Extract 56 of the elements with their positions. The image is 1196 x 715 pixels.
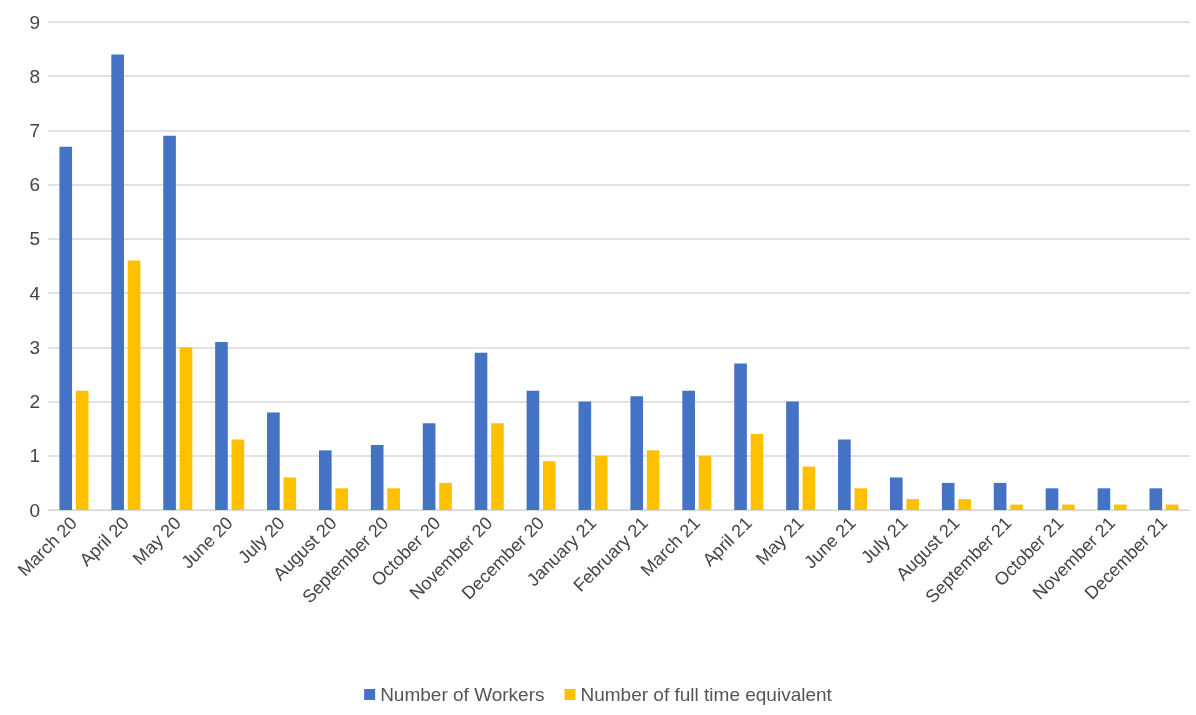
y-tick-label: 6	[29, 174, 40, 196]
bar	[698, 455, 712, 510]
bar	[335, 488, 349, 510]
bar	[993, 482, 1007, 510]
bar	[1097, 488, 1111, 510]
bar	[370, 444, 384, 510]
bar	[387, 488, 400, 510]
legend-label: Number of full time equivalent	[580, 684, 833, 705]
bar	[163, 135, 176, 510]
y-tick-label: 8	[29, 65, 40, 87]
bar	[1062, 504, 1075, 510]
bar	[111, 54, 124, 510]
bar	[1114, 504, 1127, 510]
bar	[318, 450, 332, 510]
bar	[646, 450, 660, 510]
bar	[75, 390, 89, 510]
bar	[59, 146, 73, 510]
y-tick-label: 9	[29, 11, 40, 33]
bar	[127, 260, 141, 510]
y-tick-label: 2	[29, 391, 40, 413]
bar	[1045, 488, 1059, 510]
y-tick-label: 7	[29, 119, 40, 141]
y-tick-label: 5	[29, 228, 40, 250]
bar	[578, 401, 592, 510]
bar	[215, 341, 228, 510]
legend-label: Number of Workers	[380, 684, 545, 705]
bar	[889, 477, 903, 510]
bar	[283, 477, 297, 510]
bar	[941, 482, 955, 510]
bar	[958, 499, 971, 510]
bar	[267, 412, 280, 510]
bar	[474, 352, 488, 510]
bar	[854, 488, 868, 510]
bar	[786, 401, 799, 510]
bar	[1149, 488, 1163, 510]
bar	[491, 423, 504, 510]
y-tick-label: 1	[29, 445, 40, 467]
bar	[439, 482, 452, 510]
y-tick-label: 4	[29, 282, 41, 304]
bar	[422, 423, 436, 510]
bar	[1010, 504, 1023, 510]
y-tick-label: 3	[29, 336, 40, 358]
bar	[750, 434, 764, 510]
bar	[906, 499, 920, 510]
bar	[630, 396, 644, 510]
bar	[526, 390, 540, 510]
bar	[734, 363, 747, 510]
bar	[838, 439, 851, 510]
bar	[543, 461, 556, 510]
bar	[682, 390, 695, 510]
y-tick-label: 0	[29, 499, 40, 521]
bar	[1165, 504, 1179, 510]
bar	[594, 455, 608, 510]
bar	[802, 466, 816, 510]
bar	[231, 439, 245, 510]
bar	[179, 347, 193, 510]
